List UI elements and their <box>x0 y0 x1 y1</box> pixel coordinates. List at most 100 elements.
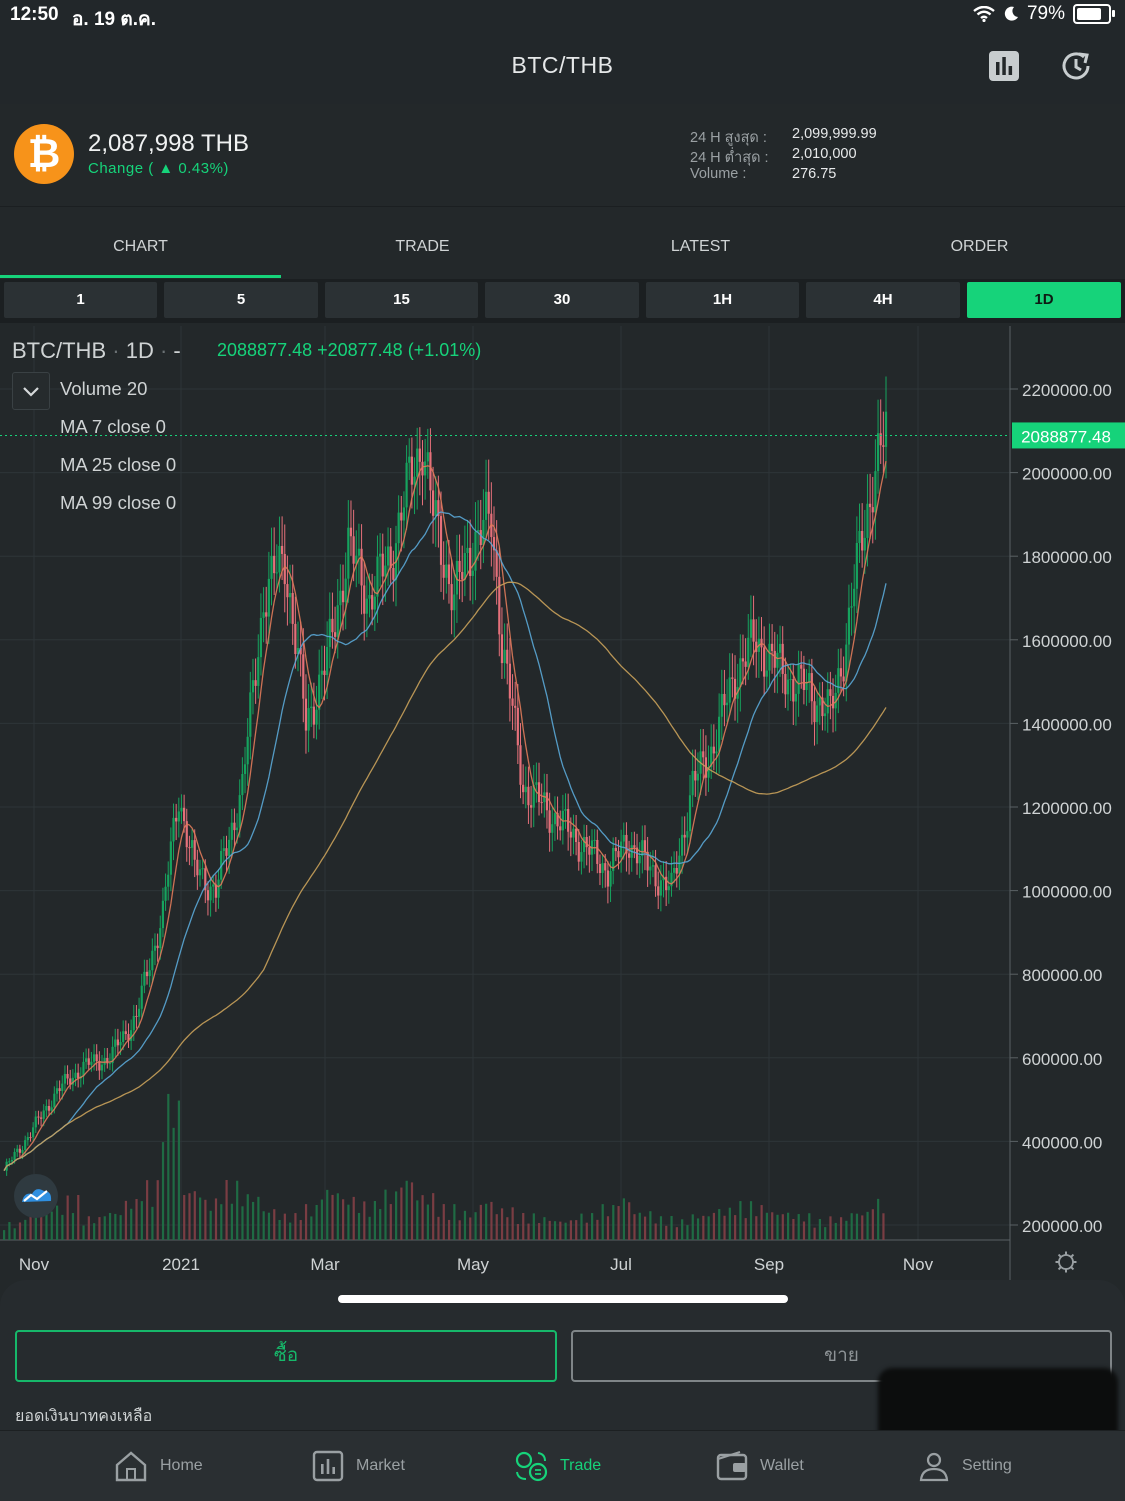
interval-1d[interactable]: 1D <box>967 282 1121 318</box>
candle-body <box>421 461 424 476</box>
volume-bar <box>114 1213 117 1240</box>
candle-body <box>47 1105 51 1111</box>
volume-bar <box>87 1216 90 1240</box>
tab-order[interactable]: ORDER <box>950 238 1009 255</box>
candle-body <box>85 1058 88 1062</box>
nav-home[interactable]: Home <box>114 1431 203 1501</box>
candle-body <box>720 693 723 717</box>
price-chart[interactable]: 2200000.00 2000000.00 1800000.00 1600000.00… <box>0 326 1125 1280</box>
candle-body <box>477 530 480 532</box>
candle-body <box>445 564 448 578</box>
collapse-indicators-button[interactable] <box>12 372 50 410</box>
candle-body <box>103 1057 106 1065</box>
candle-body <box>665 876 668 891</box>
candle-body <box>55 1088 59 1094</box>
indicator-volume[interactable]: Volume 20 <box>60 378 148 399</box>
candle-body <box>111 1046 114 1064</box>
stat-value: 2,010,000 <box>792 146 857 162</box>
candle-body <box>786 679 790 695</box>
candle-body <box>283 553 286 585</box>
candle-body <box>429 452 432 491</box>
home-icon <box>115 1451 147 1482</box>
nav-trade[interactable]: Trade <box>514 1431 601 1501</box>
tradingview-logo[interactable] <box>14 1174 58 1218</box>
indicator-ma7[interactable]: MA 7 close 0 <box>60 416 166 437</box>
candle-body <box>670 872 673 887</box>
interval-5[interactable]: 5 <box>164 282 318 318</box>
nav-label: Setting <box>962 1457 1012 1474</box>
candle-body <box>204 868 207 891</box>
candle-body <box>710 746 713 768</box>
interval-1h[interactable]: 1H <box>646 282 799 318</box>
candle-body <box>678 855 681 874</box>
volume-bar <box>696 1218 700 1240</box>
candle-body <box>270 555 273 579</box>
volume-bar <box>855 1213 859 1240</box>
volume-bar <box>299 1220 302 1240</box>
candle-body <box>251 680 255 693</box>
candle-body <box>331 618 334 633</box>
volume-bar <box>829 1216 832 1240</box>
candle-body <box>588 847 591 855</box>
tab-latest[interactable]: LATEST <box>670 238 731 255</box>
candle-body <box>373 596 376 610</box>
candle-body <box>508 663 511 699</box>
bar-chart-icon[interactable] <box>986 48 1022 84</box>
candle-body <box>92 1054 96 1062</box>
status-date: อ. 19 ต.ค. <box>72 9 156 30</box>
sell-button[interactable]: ขาย <box>571 1330 1112 1382</box>
volume-bar <box>193 1191 196 1240</box>
interval-4h[interactable]: 4H <box>806 282 960 318</box>
gear-icon[interactable] <box>1055 1251 1077 1273</box>
candle-body <box>39 1117 43 1119</box>
nav-market[interactable]: Market <box>312 1431 405 1501</box>
candle-body <box>469 547 472 576</box>
tab-trade[interactable]: TRADE <box>395 238 450 255</box>
nav-setting[interactable]: Setting <box>918 1431 1012 1501</box>
interval-30[interactable]: 30 <box>485 282 639 318</box>
candle-body <box>511 698 514 706</box>
volume-bar <box>442 1204 445 1240</box>
candle-body <box>747 637 750 667</box>
buy-button[interactable]: ซื้อ <box>15 1330 557 1382</box>
trade-icon <box>515 1451 548 1482</box>
volume-bar <box>172 1127 175 1240</box>
sheet-handle[interactable] <box>338 1295 788 1303</box>
volume-bar <box>839 1217 843 1240</box>
ticker-stats: 24 H สูงสุด :2,099,999.99 24 H ต่ำสุด :2… <box>690 126 1090 186</box>
tab-chart[interactable]: CHART <box>0 207 281 278</box>
candle-body <box>439 516 443 565</box>
candle-body <box>659 880 662 896</box>
volume-bar <box>548 1220 551 1240</box>
volume-bar <box>368 1216 371 1240</box>
stat-value: 2,099,999.99 <box>792 126 877 142</box>
volume-bar <box>389 1204 392 1240</box>
volume-bar <box>50 1211 53 1240</box>
volume-bar <box>749 1201 753 1240</box>
candle-body <box>768 643 771 671</box>
interval-15[interactable]: 15 <box>325 282 478 318</box>
y-tick-label: 800000.00 <box>1022 966 1102 985</box>
chart-canvas[interactable]: 2200000.00 2000000.00 1800000.00 1600000.00… <box>0 326 1125 1280</box>
volume-bar <box>230 1203 233 1240</box>
candle-body <box>352 536 355 564</box>
nav-wallet[interactable]: Wallet <box>716 1431 804 1501</box>
volume-bar <box>294 1213 297 1240</box>
candle-body <box>752 619 755 642</box>
price-change: Change ( ▲ 0.43%) <box>88 160 229 177</box>
candle-body <box>132 1015 135 1031</box>
stat-row: 24 H ต่ำสุด : 2,010,000 <box>690 146 1090 166</box>
candle-body <box>135 1015 138 1017</box>
indicator-ma99[interactable]: MA 99 close 0 <box>60 492 177 513</box>
indicator-ma25[interactable]: MA 25 close 0 <box>60 454 177 475</box>
candle-body <box>188 847 191 849</box>
history-icon[interactable] <box>1058 48 1094 84</box>
candle-body <box>108 1063 112 1065</box>
candle-body <box>686 831 689 838</box>
candle-body <box>286 584 289 598</box>
candle-body <box>556 813 559 827</box>
candle-body <box>34 1116 37 1128</box>
volume-bar <box>776 1214 779 1240</box>
interval-1[interactable]: 1 <box>4 282 157 318</box>
candle-body <box>320 670 323 675</box>
